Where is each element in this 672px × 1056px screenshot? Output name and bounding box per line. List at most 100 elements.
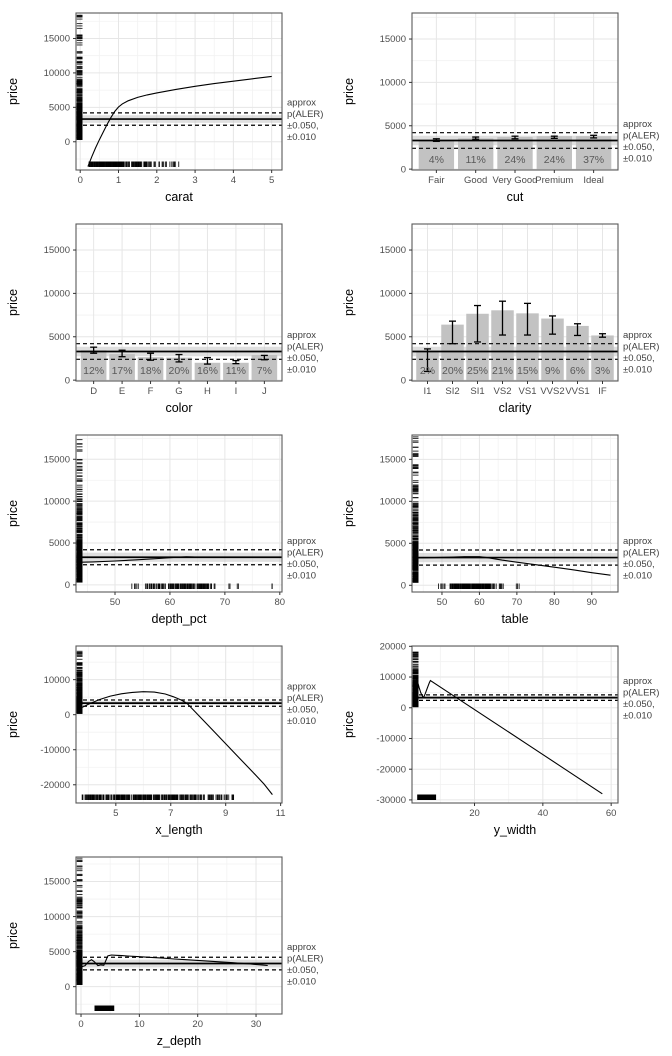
- x-tick-label: G: [175, 386, 182, 397]
- annotation-line: ±0.010: [287, 716, 316, 727]
- annotation-line: ±0.050,: [287, 559, 319, 570]
- x-tick-label: SI1: [470, 386, 484, 397]
- error-bar: [550, 135, 558, 139]
- annotation-line: ±0.010: [287, 132, 316, 143]
- x-tick-label: D: [90, 386, 97, 397]
- ale-line: [415, 556, 611, 576]
- y-axis-title: price: [6, 78, 20, 105]
- y-tick-label: 0: [65, 580, 70, 591]
- panel-background: [76, 646, 282, 803]
- x-tick-label: VS1: [519, 386, 537, 397]
- panel-border: [75, 856, 283, 1015]
- y-axis-title: price: [6, 711, 20, 738]
- x-axis-title: clarity: [499, 401, 532, 415]
- x-tick-label: Very Good: [493, 175, 538, 186]
- x-axis-title: x_length: [155, 823, 202, 837]
- y-tick-label: 10000: [380, 289, 406, 300]
- annotation-line: ±0.050,: [287, 121, 319, 132]
- x-axis-title: table: [501, 612, 528, 626]
- y-tick-label: 10000: [44, 289, 70, 300]
- plot-x_length: 5 7 9 11 -20000 -10000 0 10000 x_length price appr…: [6, 645, 323, 837]
- bar-pct-label: 24%: [504, 154, 525, 166]
- annotation-line: ±0.010: [287, 977, 316, 988]
- y-axis-title: price: [6, 500, 20, 527]
- error-bar: [432, 138, 440, 143]
- error-bar: [524, 302, 531, 336]
- annotation-line: approx: [623, 119, 652, 130]
- y-axis-title: price: [6, 922, 20, 949]
- panel-border: [75, 434, 283, 593]
- plot-z_depth: 0 10 20 30 0 5000 10000 15000 z_depth price approx…: [6, 856, 323, 1048]
- bar-pct-label: 24%: [544, 154, 565, 166]
- bar: [109, 354, 135, 381]
- x-axis-title: depth_pct: [152, 612, 207, 626]
- x-tick-label: 2: [154, 175, 159, 186]
- annotation-line: p(ALER): [287, 342, 323, 353]
- annotation-line: ±0.050,: [287, 705, 319, 716]
- y-tick-label: 5000: [385, 539, 406, 550]
- plot-area: 12% 17% 18% 20% 16% 11% 7%: [76, 343, 282, 381]
- y-tick-label: -10000: [40, 745, 70, 756]
- x-tick-label: 0: [78, 1019, 83, 1030]
- bar: [194, 362, 221, 381]
- bar-pct-label: 20%: [442, 365, 463, 377]
- annotation-line: ±0.010: [623, 571, 652, 582]
- error-bar: [147, 352, 155, 361]
- bar-pct-label: 12%: [83, 365, 104, 377]
- plot-cell-carat: 0 1 2 3 4 5 0 5000 10000 15000 carat price approx p(A…: [0, 0, 336, 211]
- annotation-line: approx: [287, 536, 316, 547]
- error-bar: [511, 135, 519, 140]
- y-tick-label: 5000: [49, 538, 70, 549]
- plot-area: [76, 549, 282, 566]
- plot-cell-table: 50 60 70 80 90 0 5000 10000 15000 table price appro…: [336, 422, 672, 633]
- x-tick-label: 1: [116, 175, 121, 186]
- bar-pct-label: 6%: [570, 365, 585, 377]
- axes: 0 10 20 30 0 5000 10000 15000 z_depth price: [6, 877, 261, 1048]
- rug-marks: [76, 650, 235, 800]
- y-tick-label: 15000: [44, 877, 70, 888]
- annotation-line: ±0.010: [287, 570, 316, 581]
- axes: D E F G H I J 0 5000 10000 15000 color price: [6, 245, 267, 415]
- error-bar: [574, 323, 581, 337]
- y-tick-label: -20000: [40, 780, 70, 791]
- y-tick-label: 15000: [44, 245, 70, 256]
- ale-line: [76, 556, 280, 563]
- panel-background: [412, 435, 618, 592]
- plot-area: 2% 20% 25% 21% 15% 9% 6% 3%: [412, 300, 618, 381]
- y-tick-label: 10000: [380, 672, 406, 683]
- plot-depth_pct: 50 60 70 80 0 5000 10000 15000 depth_pct price app…: [6, 434, 323, 626]
- bar: [166, 357, 192, 381]
- ale-line: [415, 677, 603, 795]
- y-tick-label: 0: [401, 375, 406, 386]
- y-tick-label: 5000: [385, 121, 406, 132]
- x-tick-label: Good: [464, 175, 487, 186]
- x-axis-title: carat: [165, 190, 193, 204]
- y-tick-label: 10000: [44, 675, 70, 686]
- y-tick-label: -20000: [376, 764, 406, 775]
- y-tick-label: 5000: [385, 332, 406, 343]
- annotation-line: ±0.050,: [623, 353, 655, 364]
- bar-pct-label: 2%: [420, 365, 435, 377]
- panel-border: [411, 223, 619, 382]
- plot-area: [76, 75, 282, 167]
- plot-cell-color: 12% 17% 18% 20% 16% 11% 7% D E F G H I J 0 5000 10000 150…: [0, 211, 336, 422]
- annotation-line: p(ALER): [287, 547, 323, 558]
- y-tick-label: 5000: [49, 332, 70, 343]
- y-tick-label: -10000: [376, 734, 406, 745]
- annotation-line: ±0.050,: [623, 559, 655, 570]
- plot-cell-z_depth: 0 10 20 30 0 5000 10000 15000 z_depth price approx…: [0, 844, 336, 1055]
- y-tick-label: -30000: [376, 795, 406, 806]
- annotation-line: approx: [623, 536, 652, 547]
- axes: 50 60 70 80 90 0 5000 10000 15000 table price: [342, 455, 597, 626]
- plot-area: [76, 954, 282, 971]
- bar-pct-label: 11%: [466, 154, 486, 166]
- panel-background: [412, 646, 618, 803]
- axes: I1 SI2 SI1 VS2 VS1 VVS2 VVS1 IF 0 5000 10000 15000 c…: [342, 245, 607, 415]
- x-tick-label: 80: [549, 597, 560, 608]
- plot-area: [76, 691, 282, 795]
- y-tick-label: 0: [65, 982, 70, 993]
